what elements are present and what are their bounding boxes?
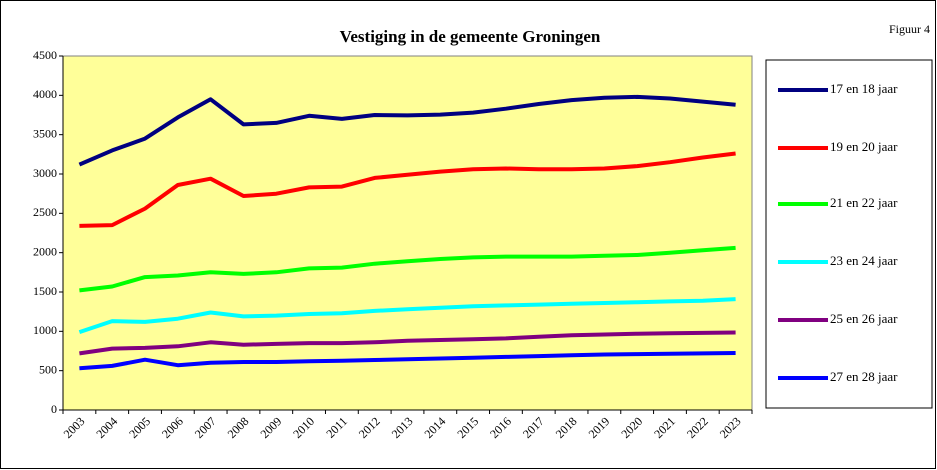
y-tick-label: 1000	[33, 323, 57, 337]
y-tick-label: 500	[39, 362, 57, 376]
series-line	[79, 330, 736, 356]
y-tick-label: 3000	[33, 166, 57, 180]
y-tick-label: 2500	[33, 205, 57, 219]
legend-label: 27 en 28 jaar	[830, 369, 898, 384]
y-tick-label: 4500	[33, 48, 57, 62]
y-tick-label: 4000	[33, 87, 57, 101]
series-line	[79, 151, 736, 228]
legend-label: 21 en 22 jaar	[830, 195, 898, 210]
chart-title: Vestiging in de gemeente Groningen	[340, 27, 601, 46]
y-tick-label: 1500	[33, 284, 57, 298]
series-line	[79, 351, 736, 371]
annotation: Figuur 4	[889, 22, 930, 36]
y-tick-label: 3500	[33, 126, 57, 140]
legend-label: 17 en 18 jaar	[830, 81, 898, 96]
y-tick-label: 2000	[33, 244, 57, 258]
series-line	[78, 297, 736, 334]
series-line	[79, 245, 736, 293]
series-line	[78, 94, 736, 167]
legend-box	[765, 59, 933, 409]
y-tick-label: 0	[51, 402, 57, 416]
legend-label: 25 en 26 jaar	[830, 311, 898, 326]
legend-label: 19 en 20 jaar	[830, 139, 898, 154]
legend-label: 23 en 24 jaar	[830, 253, 898, 268]
plot-area	[62, 55, 753, 411]
